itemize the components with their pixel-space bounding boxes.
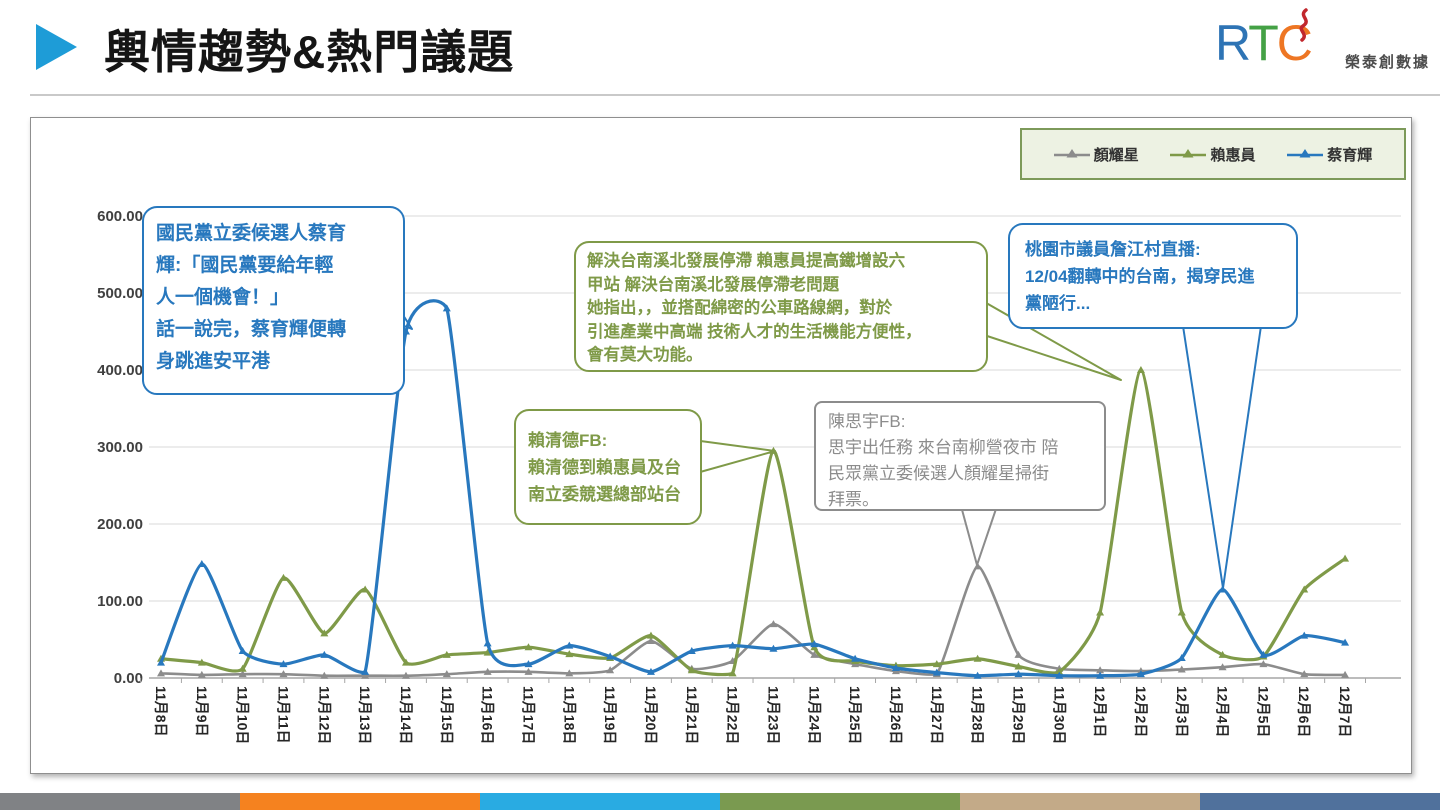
svg-text:200.00: 200.00 — [97, 516, 143, 533]
trend-chart-panel: 0.00 100.00 200.00 300.00 400.00 500.00 600.00… — [30, 117, 1412, 774]
svg-text:0.00: 0.00 — [114, 670, 143, 687]
chart-legend: 顏耀星 賴惠員 蔡育輝 — [1020, 128, 1406, 180]
svg-text:12月1日: 12月1日 — [1092, 686, 1108, 737]
callout-cai-yu-hui-jump-harbor: 國民黨立委候選人蔡育 輝:「國民黨要給年輕 人一個機會！」 話一說完，蔡育輝便轉… — [142, 206, 405, 395]
callout-chen-si-yu-fb: 陳思宇FB: 思宇出任務 來台南柳營夜市 陪 民眾黨立委候選人顏耀星掃街 拜票。 — [814, 401, 1106, 511]
svg-text:11月9日: 11月9日 — [194, 686, 210, 737]
svg-text:11月12日: 11月12日 — [316, 686, 332, 744]
logo-letter-t: T — [1248, 15, 1279, 71]
svg-text:12月6日: 12月6日 — [1296, 686, 1312, 737]
blue-line-triangle-marker-icon — [1287, 149, 1324, 158]
footer-color-stripe — [0, 793, 1440, 810]
svg-text:11月8日: 11月8日 — [153, 686, 169, 737]
legend-item-lai-hui-yuan: 賴惠員 — [1170, 144, 1256, 165]
callout-zhan-jiang-cun-livestream: 桃園市議員詹江村直播: 12/04翻轉中的台南，揭穿民進 黨陋行... — [1008, 223, 1298, 329]
svg-text:12月4日: 12月4日 — [1215, 686, 1231, 737]
stripe-segment-2 — [480, 793, 720, 810]
svg-text:11月24日: 11月24日 — [806, 686, 822, 744]
svg-text:400.00: 400.00 — [97, 362, 143, 379]
legend-label: 蔡育輝 — [1327, 146, 1373, 164]
svg-text:11月28日: 11月28日 — [970, 686, 986, 744]
page-title: 輿情趨勢&熱門議題 — [104, 26, 515, 78]
svg-text:12月7日: 12月7日 — [1337, 686, 1353, 737]
svg-text:11月27日: 11月27日 — [929, 686, 945, 744]
svg-text:11月18日: 11月18日 — [561, 686, 577, 744]
title-bullet-triangle-icon — [36, 24, 77, 70]
svg-text:11月29日: 11月29日 — [1010, 686, 1026, 744]
svg-text:11月10日: 11月10日 — [235, 686, 251, 744]
svg-text:11月15日: 11月15日 — [439, 686, 455, 744]
callout-lai-ching-te-fb: 賴清德FB: 賴清德到賴惠員及台 南立委競選總部站台 — [514, 409, 702, 525]
svg-text:11月17日: 11月17日 — [520, 686, 536, 744]
series-line-1 — [157, 366, 1350, 677]
stripe-segment-1 — [240, 793, 480, 810]
svg-text:600.00: 600.00 — [97, 208, 143, 225]
series-line-2 — [157, 299, 1350, 679]
legend-item-cai-yu-hui: 蔡育輝 — [1287, 144, 1372, 165]
legend-item-yan-yao-xing: 顏耀星 — [1053, 144, 1139, 165]
svg-text:500.00: 500.00 — [97, 285, 143, 302]
flame-icon — [1299, 8, 1308, 42]
svg-text:12月3日: 12月3日 — [1174, 686, 1190, 737]
x-axis-labels: 11月8日 11月9日 11月10日 11月11日 11月12日 11月13日 11月14日… — [153, 686, 1353, 744]
green-line-triangle-marker-icon — [1170, 149, 1207, 158]
svg-text:11月19日: 11月19日 — [602, 686, 618, 744]
y-axis-labels: 0.00 100.00 200.00 300.00 400.00 500.00 600.00 — [97, 208, 143, 687]
legend-label: 顏耀星 — [1093, 146, 1139, 164]
stripe-segment-0 — [0, 793, 240, 810]
svg-text:11月21日: 11月21日 — [684, 686, 700, 744]
svg-text:11月20日: 11月20日 — [643, 686, 659, 744]
logo-letter-r: R — [1215, 15, 1250, 71]
x-axis-ticks — [140, 678, 1366, 683]
svg-text:11月14日: 11月14日 — [398, 686, 414, 744]
svg-text:11月25日: 11月25日 — [847, 686, 863, 744]
stripe-segment-4 — [960, 793, 1200, 810]
svg-text:11月13日: 11月13日 — [357, 686, 373, 744]
logo-company-name: 榮泰創數據 — [1344, 54, 1430, 71]
svg-text:11月23日: 11月23日 — [765, 686, 781, 744]
svg-text:100.00: 100.00 — [97, 593, 143, 610]
svg-text:11月11日: 11月11日 — [275, 686, 291, 744]
svg-text:12月5日: 12月5日 — [1255, 686, 1271, 737]
logo-letters: RTC — [1215, 14, 1313, 72]
gray-line-triangle-marker-icon — [1053, 149, 1090, 158]
svg-text:11月26日: 11月26日 — [888, 686, 904, 744]
callout-lai-hui-yuan-hsr-policy: 解決台南溪北發展停滯 賴惠員提高鐵增設六 甲站 解決台南溪北發展停滯老問題 她指… — [574, 241, 988, 372]
svg-text:11月22日: 11月22日 — [725, 686, 741, 744]
svg-text:11月16日: 11月16日 — [480, 686, 496, 744]
svg-text:11月30日: 11月30日 — [1051, 686, 1067, 744]
rtc-logo: RTC 榮泰創數據 — [1215, 8, 1430, 80]
legend-label: 賴惠員 — [1210, 146, 1256, 164]
header-divider — [30, 94, 1440, 96]
stripe-segment-5 — [1200, 793, 1440, 810]
stripe-segment-3 — [720, 793, 960, 810]
svg-text:300.00: 300.00 — [97, 439, 143, 456]
svg-text:12月2日: 12月2日 — [1133, 686, 1149, 737]
